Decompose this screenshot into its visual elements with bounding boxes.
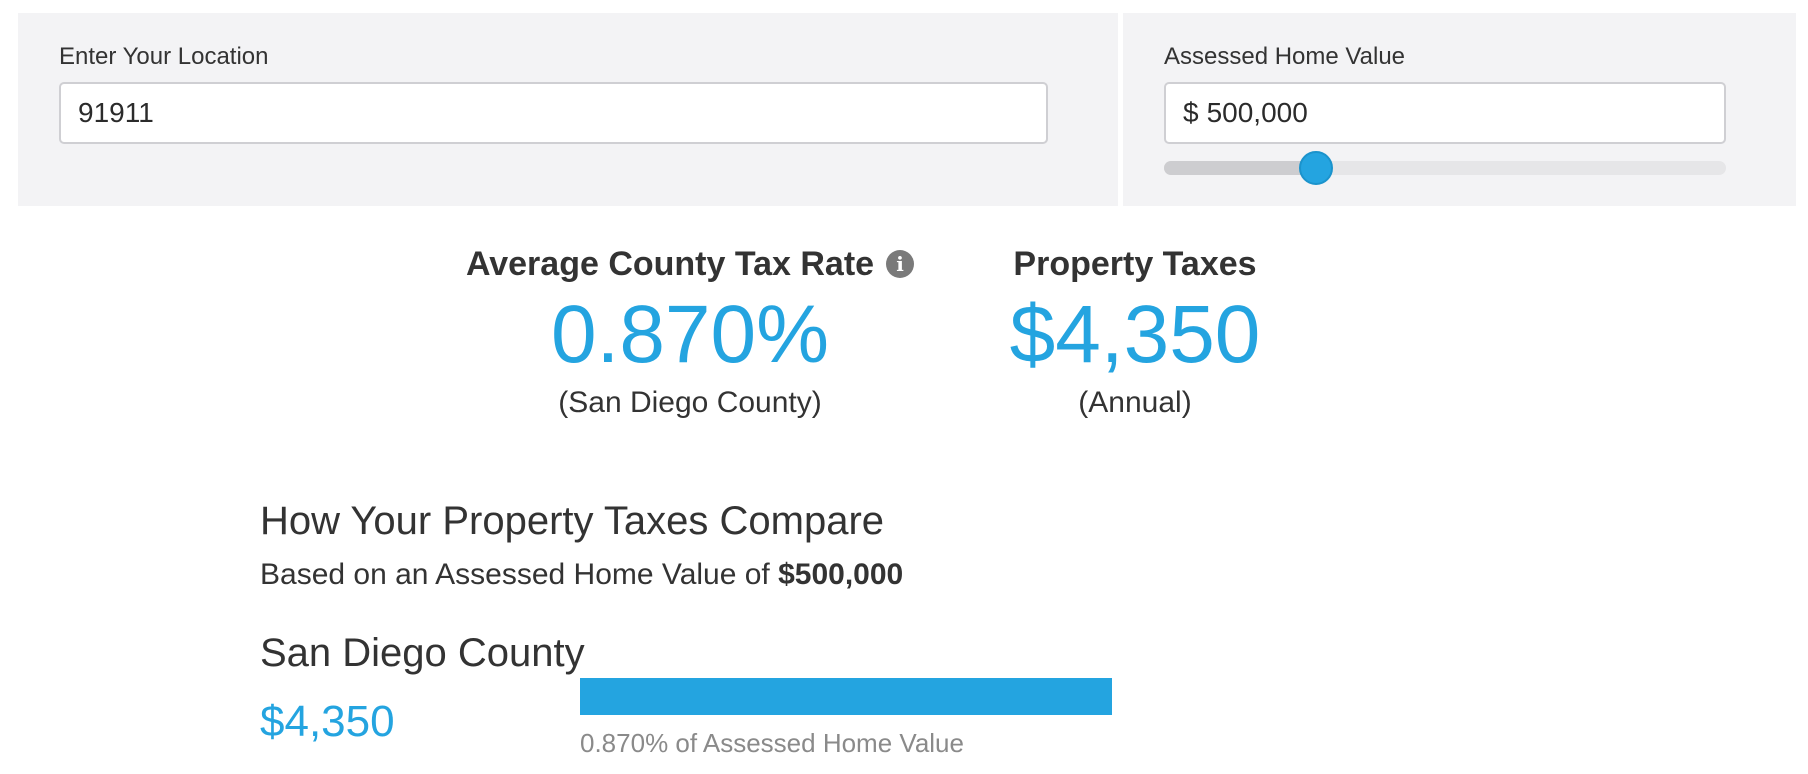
county-bar: [580, 678, 1112, 715]
home-value-input-value: 500,000: [1206, 97, 1308, 128]
property-taxes-heading: Property Taxes: [1013, 245, 1257, 283]
home-value-slider[interactable]: [1164, 151, 1726, 185]
property-taxes-period: (Annual): [1078, 386, 1192, 419]
location-input[interactable]: 91911: [59, 82, 1048, 144]
home-value-panel: Assessed Home Value $ 500,000: [1123, 13, 1796, 206]
location-panel: Enter Your Location 91911: [18, 13, 1118, 206]
compare-basis: Based on an Assessed Home Value of $500,…: [260, 558, 903, 592]
tax-rate-county: (San Diego County): [558, 386, 822, 419]
compare-basis-prefix: Based on an Assessed Home Value of: [260, 558, 770, 591]
tax-rate-value: 0.870%: [550, 289, 830, 380]
property-taxes-heading-row: Property Taxes: [960, 243, 1310, 285]
home-value-input[interactable]: $ 500,000: [1164, 82, 1726, 144]
property-taxes-value: $4,350: [1009, 289, 1261, 380]
slider-handle[interactable]: [1298, 151, 1333, 185]
location-input-value: 91911: [78, 97, 154, 128]
county-amount: $4,350: [260, 697, 395, 746]
calculator-inputs: Enter Your Location 91911 Assessed Home …: [18, 13, 1796, 206]
currency-prefix: $: [1183, 97, 1199, 128]
property-taxes-stat: Property Taxes $4,350 (Annual): [960, 243, 1310, 423]
info-icon[interactable]: i: [886, 250, 915, 278]
tax-rate-heading-row: Average County Tax Rate i: [430, 243, 950, 285]
compare-basis-value: $500,000: [778, 558, 904, 591]
slider-fill: [1164, 161, 1316, 175]
panel-divider: [1118, 13, 1123, 206]
tax-rate-heading: Average County Tax Rate: [465, 245, 875, 283]
tax-rate-stat: Average County Tax Rate i 0.870% (San Di…: [430, 243, 950, 423]
location-label: Enter Your Location: [59, 43, 269, 70]
compare-title: How Your Property Taxes Compare: [260, 499, 885, 543]
home-value-label: Assessed Home Value: [1164, 43, 1406, 70]
county-bar-caption: 0.870% of Assessed Home Value: [580, 728, 964, 758]
county-name: San Diego County: [260, 631, 585, 675]
county-bar-track: [580, 678, 1112, 715]
